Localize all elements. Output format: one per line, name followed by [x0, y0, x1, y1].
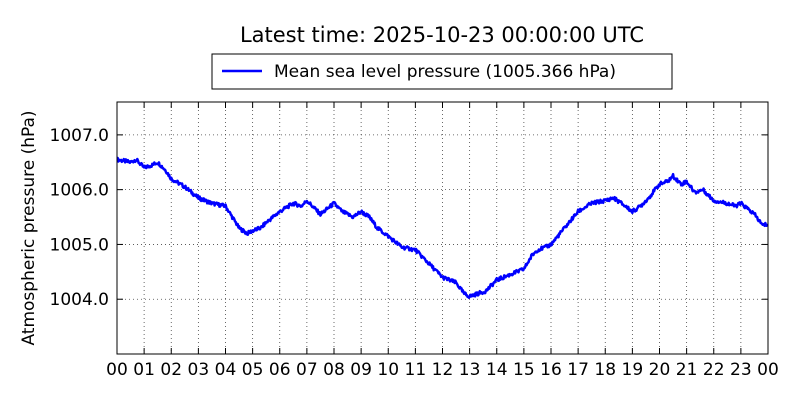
- y-tick-label: 1006.0: [50, 181, 109, 201]
- x-tick-label: 10: [377, 360, 399, 380]
- x-tick-label: 14: [486, 360, 508, 380]
- x-tick-label: 19: [622, 360, 644, 380]
- y-axis-label: Atmospheric pressure (hPa): [19, 110, 39, 345]
- x-tick-label: 06: [269, 360, 291, 380]
- x-tick-label: 03: [188, 360, 210, 380]
- y-tick-label: 1004.0: [50, 290, 109, 310]
- x-tick-label: 05: [242, 360, 264, 380]
- x-tick-label: 21: [676, 360, 698, 380]
- x-tick-label: 00: [106, 360, 128, 380]
- x-tick-label: 16: [540, 360, 562, 380]
- x-tick-label: 23: [730, 360, 752, 380]
- x-tick-label: 09: [350, 360, 372, 380]
- x-axis: 00 01 02 03 04 05 06 07 08 09 10 11 12 13 14 15 16 17 18 19…: [106, 102, 779, 380]
- x-tick-label: 12: [432, 360, 454, 380]
- legend: Mean sea level pressure (1005.366 hPa): [211, 53, 673, 90]
- y-tick-label: 1007.0: [50, 126, 109, 146]
- x-tick-label: 07: [296, 360, 318, 380]
- series-layer: [117, 156, 768, 299]
- y-tick-label: 1005.0: [50, 235, 109, 255]
- chart-title: Latest time: 2025-10-23 00:00:00 UTC: [240, 23, 644, 47]
- x-tick-label: 02: [160, 360, 182, 380]
- x-tick-label: 00: [757, 360, 779, 380]
- series-line-mean-sea-level-pressure: [117, 156, 768, 299]
- legend-label: Mean sea level pressure (1005.366 hPa): [274, 62, 616, 82]
- x-tick-label: 20: [649, 360, 671, 380]
- x-tick-label: 17: [567, 360, 589, 380]
- grid: [117, 102, 768, 354]
- y-axis: 1004.0 1005.0 1006.0 1007.0: [50, 126, 768, 310]
- x-tick-label: 15: [513, 360, 535, 380]
- legend-box: [211, 53, 673, 90]
- x-tick-label: 11: [405, 360, 427, 380]
- x-tick-label: 01: [133, 360, 155, 380]
- x-tick-label: 22: [703, 360, 725, 380]
- x-tick-label: 18: [594, 360, 616, 380]
- plot-frame: [116, 101, 769, 355]
- x-tick-label: 08: [323, 360, 345, 380]
- x-tick-label: 13: [459, 360, 481, 380]
- x-tick-label: 04: [215, 360, 237, 380]
